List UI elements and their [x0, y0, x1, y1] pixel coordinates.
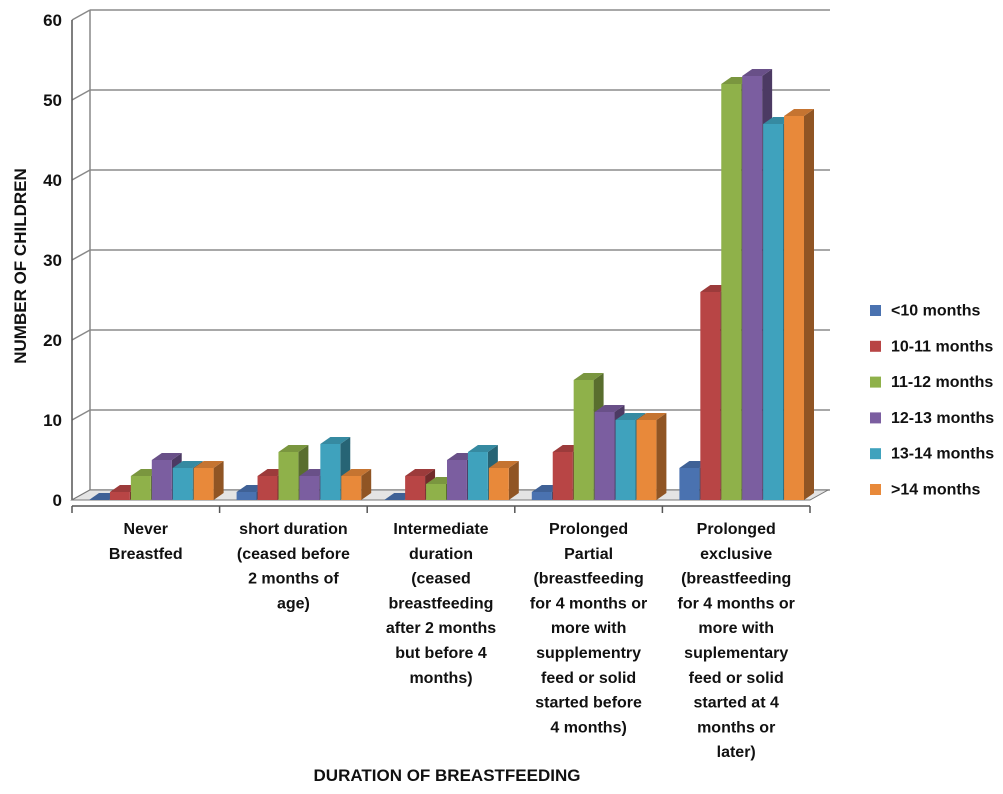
bar-top	[151, 453, 182, 460]
x-category-label: Prolonged Partial (breastfeeding for 4 mont…	[530, 521, 647, 736]
bar-top	[573, 373, 604, 380]
legend-item: >14 months	[870, 482, 980, 499]
bar-front	[426, 484, 446, 500]
legend-item: 13-14 months	[870, 446, 994, 463]
bar-top	[278, 445, 309, 452]
legend-swatch	[870, 340, 881, 352]
x-axis-title: DURATION OF BREASTFEEDING	[314, 766, 581, 785]
bar-front	[257, 476, 278, 500]
bar-top	[193, 461, 224, 468]
legend: <10 months 10-11 months 11-12 months 12-13 …	[870, 303, 994, 499]
x-category-label: short duration (ceased before 2 months of a…	[237, 521, 350, 612]
bar-front	[151, 460, 172, 500]
legend-item: 10-11 months	[870, 338, 993, 355]
bar-layer	[89, 69, 814, 500]
legend-label: >14 months	[891, 482, 980, 499]
bar-front	[573, 380, 594, 500]
legend-label: 11-12 months	[891, 374, 993, 391]
bar-front	[636, 420, 657, 500]
legend-swatch	[870, 412, 881, 424]
y-axis-title: NUMBER OF CHILDREN	[11, 168, 30, 364]
bar-top	[636, 413, 667, 420]
legend-item: 12-13 months	[870, 410, 994, 427]
bar-front	[552, 452, 573, 500]
bar-front	[172, 468, 193, 500]
bar-side	[361, 469, 372, 500]
x-category-label: Prolonged exclusive (breastfeeding for 4 mo…	[678, 521, 795, 761]
bar-front	[594, 412, 615, 500]
x-category-label: Never Breastfed	[109, 521, 183, 563]
bar-side	[508, 461, 519, 500]
depth-line	[71, 409, 91, 421]
bar-front	[278, 452, 299, 500]
bar-front	[299, 476, 320, 500]
y-tick-label: 40	[43, 171, 62, 190]
bar-top	[594, 405, 625, 412]
bar-front	[447, 460, 467, 500]
legend-label: <10 months	[891, 303, 980, 320]
bar-side	[656, 413, 667, 500]
bar-front	[763, 124, 784, 500]
y-tick-label: 0	[53, 491, 62, 510]
bar-front	[488, 468, 509, 500]
legend-label: 13-14 months	[891, 446, 994, 463]
bar	[636, 413, 667, 500]
y-tick-label: 10	[43, 411, 62, 430]
depth-line	[71, 169, 91, 181]
legend-swatch	[870, 484, 881, 495]
bar-top	[405, 469, 436, 476]
y-tick-label: 30	[43, 251, 62, 270]
bar-front	[721, 84, 742, 500]
bar-front	[236, 492, 257, 500]
bar	[784, 109, 814, 500]
bar-front	[679, 468, 700, 500]
depth-line	[71, 9, 91, 21]
bar-top	[488, 461, 519, 468]
bar-top	[742, 69, 773, 76]
bar-top	[467, 445, 498, 452]
y-tick-label: 60	[43, 11, 62, 30]
bar-front	[742, 76, 763, 500]
y-tick-label: 50	[43, 91, 62, 110]
legend-swatch	[870, 376, 881, 388]
bar	[341, 469, 372, 500]
bar-front	[109, 492, 130, 500]
legend-label: 12-13 months	[891, 410, 994, 427]
bar-front	[193, 468, 214, 500]
bar-front	[467, 452, 488, 500]
bar-side	[804, 109, 814, 500]
bar-top	[172, 461, 203, 468]
bar-front	[531, 492, 552, 500]
legend-swatch	[870, 448, 881, 460]
y-tick-label: 20	[43, 331, 62, 350]
legend-swatch	[870, 305, 881, 316]
legend-item: <10 months	[870, 303, 980, 320]
bar-top	[784, 109, 814, 116]
bar-front	[320, 444, 341, 500]
bar-front	[615, 420, 636, 500]
bar-top	[615, 413, 646, 420]
bar-front	[784, 116, 804, 500]
bar-top	[320, 437, 351, 444]
bar	[488, 461, 519, 500]
bar-side	[213, 461, 224, 500]
bar-front	[130, 476, 151, 500]
depth-line	[71, 329, 91, 341]
legend-label: 10-11 months	[891, 338, 993, 355]
bar-top	[341, 469, 372, 476]
bar-front	[700, 292, 721, 500]
label-layer: 0 10 20 30 40 50 60 Never Breastfed short duratio…	[43, 11, 795, 761]
bar-front	[405, 476, 426, 500]
legend-item: 11-12 months	[870, 374, 993, 391]
x-category-label: Intermediate duration (ceased breastfeeding…	[386, 521, 496, 687]
bar	[193, 461, 224, 500]
depth-line	[71, 89, 91, 101]
bar-front	[341, 476, 362, 500]
depth-line	[71, 249, 91, 261]
